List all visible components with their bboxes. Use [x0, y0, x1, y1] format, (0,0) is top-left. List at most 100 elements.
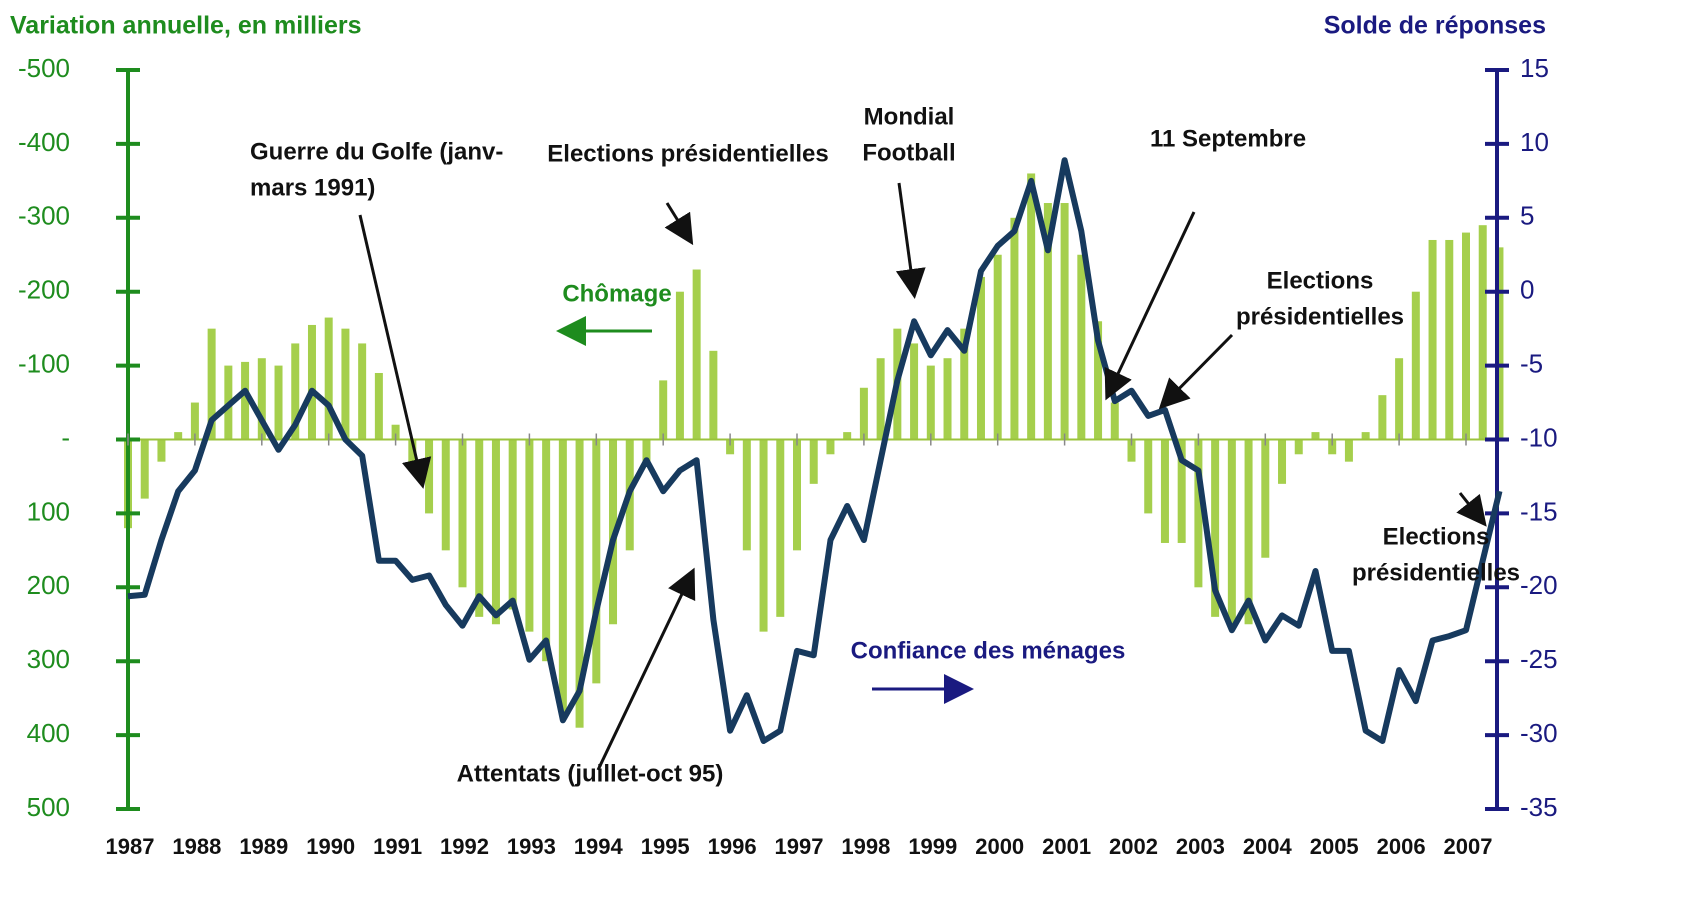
- y2-tick-label: -5: [1520, 348, 1543, 378]
- series-label: Chômage: [562, 280, 671, 307]
- arrow: [664, 202, 694, 246]
- y2-tick-label: 15: [1520, 53, 1549, 83]
- x-tick-label: 1999: [908, 834, 957, 859]
- annotation: Elections présidentielles: [547, 140, 828, 167]
- arrow: [1456, 492, 1487, 527]
- bar: [910, 343, 919, 440]
- bar: [993, 254, 1002, 440]
- bar: [1211, 439, 1220, 617]
- annotation: mars 1991): [250, 174, 375, 201]
- bar: [709, 350, 718, 440]
- x-tick-label: 1998: [841, 834, 890, 859]
- y-tick-label: 200: [27, 570, 70, 600]
- bar: [1478, 225, 1487, 440]
- y2-tick-label: 0: [1520, 275, 1534, 305]
- bar: [675, 291, 684, 440]
- bar: [776, 439, 785, 617]
- x-tick-label: 2001: [1042, 834, 1091, 859]
- annotation: Guerre du Golfe (janv-: [250, 138, 503, 165]
- arrow: [596, 567, 696, 771]
- annotation: Mondial: [864, 103, 955, 130]
- x-tick-label: 1989: [239, 834, 288, 859]
- y-tick-label: -200: [18, 275, 70, 305]
- bar: [692, 269, 701, 440]
- bar: [207, 328, 216, 440]
- bar: [876, 358, 885, 440]
- bar: [1177, 439, 1186, 543]
- y-tick-label: -100: [18, 348, 70, 378]
- bar: [508, 439, 517, 610]
- x-tick-label: 2007: [1444, 834, 1493, 859]
- bar: [190, 402, 199, 440]
- annotation: Attentats (juillet-oct 95): [457, 760, 724, 787]
- bar: [1043, 203, 1052, 440]
- y2-tick-label: -30: [1520, 718, 1558, 748]
- x-tick-label: 2004: [1243, 834, 1293, 859]
- bar: [793, 439, 801, 551]
- x-tick-label: 1992: [440, 834, 489, 859]
- x-tick-label: 1996: [708, 834, 757, 859]
- bar: [1144, 439, 1153, 514]
- y-tick-label: 300: [27, 644, 70, 674]
- bar: [592, 439, 601, 684]
- bar: [976, 276, 985, 440]
- annotation: 11 Septembre: [1150, 125, 1306, 152]
- bar: [1495, 247, 1504, 440]
- bar: [1194, 439, 1203, 588]
- bar: [324, 317, 333, 440]
- bar: [1077, 254, 1086, 440]
- bar: [257, 358, 266, 440]
- arrow: [1158, 333, 1234, 410]
- bar: [174, 432, 183, 440]
- bar: [274, 365, 283, 440]
- x-tick-label: 1997: [775, 834, 824, 859]
- bar: [491, 439, 500, 625]
- y2-tick-label: -15: [1520, 496, 1558, 526]
- x-tick-label: 1994: [574, 834, 624, 859]
- bar: [1027, 173, 1036, 440]
- x-tick-label: 2005: [1310, 834, 1359, 859]
- bar: [1278, 439, 1287, 484]
- y-tick-label: 100: [27, 496, 70, 526]
- y2-tick-label: -35: [1520, 792, 1558, 822]
- bar: [458, 439, 467, 588]
- bar: [1428, 239, 1437, 440]
- bar: [391, 424, 400, 440]
- bar: [726, 439, 735, 455]
- bar: [826, 439, 835, 455]
- bar: [475, 439, 484, 617]
- x-tick-label: 1993: [507, 834, 556, 859]
- bar: [1094, 321, 1103, 440]
- bar: [241, 361, 250, 440]
- bar: [341, 328, 350, 440]
- x-tick-label: 2003: [1176, 834, 1225, 859]
- bar: [943, 358, 952, 440]
- y2-tick-label: -25: [1520, 644, 1558, 674]
- bar: [642, 439, 651, 462]
- bar: [960, 328, 969, 440]
- bar: [1261, 439, 1270, 558]
- y-tick-label: -300: [18, 201, 70, 231]
- bar: [525, 439, 534, 632]
- bar: [1445, 239, 1454, 440]
- bar: [1160, 439, 1169, 543]
- annotation: Elections: [1267, 267, 1374, 294]
- y-tick-label: -: [61, 422, 70, 452]
- arrow: [895, 182, 926, 299]
- bar: [759, 439, 768, 632]
- line: [127, 157, 1503, 744]
- x-tick-label: 1988: [172, 834, 221, 859]
- bar: [1462, 232, 1470, 440]
- y2-axis-label: Solde de réponses: [1324, 12, 1546, 40]
- x-tick-label: 2002: [1109, 834, 1158, 859]
- bar: [358, 343, 367, 440]
- bar: [140, 439, 149, 499]
- annotation: présidentielles: [1352, 559, 1520, 586]
- y2-tick-label: -10: [1520, 422, 1558, 452]
- arrow: [1104, 211, 1196, 401]
- bar: [157, 439, 166, 462]
- annotation: Football: [862, 139, 955, 166]
- y2-tick-label: -20: [1520, 570, 1558, 600]
- x-tick-label: 2006: [1377, 834, 1426, 859]
